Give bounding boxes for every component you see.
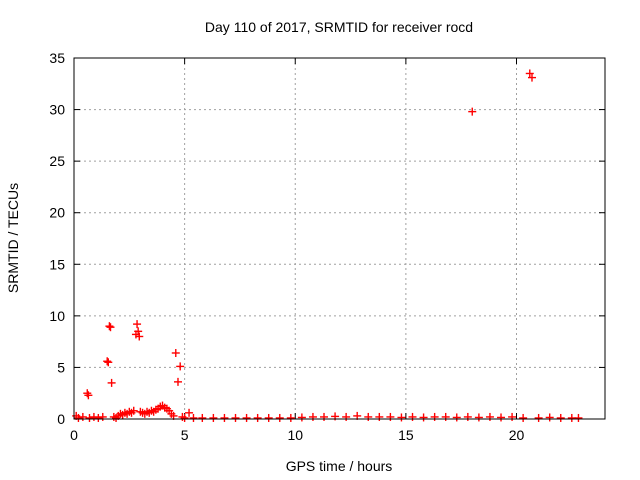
data-point bbox=[463, 412, 472, 421]
data-point bbox=[525, 69, 534, 78]
data-point bbox=[441, 412, 450, 421]
data-point bbox=[574, 413, 583, 422]
chart-title: Day 110 of 2017, SRMTID for receiver roc… bbox=[205, 19, 473, 35]
x-tick-label: 10 bbox=[287, 427, 303, 443]
data-point bbox=[94, 413, 103, 422]
data-point bbox=[135, 332, 144, 341]
data-point bbox=[286, 413, 295, 422]
data-point bbox=[408, 412, 417, 421]
data-point bbox=[105, 322, 114, 331]
y-tick-label: 0 bbox=[57, 411, 65, 427]
x-axis-label: GPS time / hours bbox=[286, 458, 393, 474]
data-point bbox=[556, 413, 565, 422]
data-point bbox=[129, 406, 138, 415]
data-point bbox=[242, 413, 251, 422]
x-tick-label: 5 bbox=[181, 427, 189, 443]
data-point bbox=[452, 413, 461, 422]
data-point bbox=[185, 408, 194, 417]
data-point bbox=[519, 413, 528, 422]
data-point bbox=[176, 362, 185, 371]
data-point bbox=[189, 413, 198, 422]
y-tick-label: 20 bbox=[49, 205, 65, 221]
grid bbox=[74, 58, 605, 419]
data-point bbox=[419, 413, 428, 422]
data-point bbox=[83, 389, 92, 398]
data-point bbox=[497, 413, 506, 422]
x-tick-label: 0 bbox=[70, 427, 78, 443]
data-point bbox=[342, 412, 351, 421]
data-point bbox=[231, 413, 240, 422]
data-point bbox=[545, 413, 554, 422]
data-point bbox=[98, 412, 107, 421]
data-point bbox=[468, 107, 477, 116]
data-point bbox=[220, 413, 229, 422]
data-point bbox=[386, 412, 395, 421]
data-point bbox=[253, 413, 262, 422]
data-point bbox=[375, 412, 384, 421]
data-points bbox=[72, 69, 583, 422]
data-point bbox=[107, 378, 116, 387]
data-point bbox=[84, 391, 93, 400]
data-point bbox=[85, 413, 94, 422]
data-point bbox=[474, 413, 483, 422]
y-tick-label: 10 bbox=[49, 308, 65, 324]
data-point bbox=[173, 377, 182, 386]
plot-frame bbox=[73, 57, 606, 420]
y-tick-label: 25 bbox=[49, 153, 65, 169]
data-point bbox=[527, 73, 536, 82]
data-point bbox=[264, 413, 273, 422]
y-tick-label: 15 bbox=[49, 256, 65, 272]
data-point bbox=[89, 412, 98, 421]
data-point bbox=[320, 412, 329, 421]
data-point bbox=[364, 412, 373, 421]
data-point bbox=[508, 412, 517, 421]
data-point bbox=[74, 413, 83, 422]
data-point bbox=[133, 320, 142, 329]
data-point bbox=[397, 413, 406, 422]
data-point bbox=[180, 413, 189, 422]
data-point bbox=[308, 412, 317, 421]
data-point bbox=[171, 348, 180, 357]
x-tick-label: 20 bbox=[509, 427, 525, 443]
data-point bbox=[78, 412, 87, 421]
data-point bbox=[485, 412, 494, 421]
data-point bbox=[430, 412, 439, 421]
y-axis-label: SRMTID / TECUs bbox=[5, 183, 21, 293]
data-point bbox=[104, 358, 113, 367]
y-tick-label: 30 bbox=[49, 102, 65, 118]
data-point bbox=[106, 323, 115, 332]
data-point bbox=[209, 413, 218, 422]
x-tick-label: 15 bbox=[398, 427, 414, 443]
data-point bbox=[134, 327, 143, 336]
data-point bbox=[275, 413, 284, 422]
data-point bbox=[103, 357, 112, 366]
data-point bbox=[534, 413, 543, 422]
y-tick-label: 5 bbox=[57, 359, 65, 375]
data-point bbox=[297, 413, 306, 422]
data-point bbox=[198, 413, 207, 422]
ticks: 0 5 10 15 20 0 5 10 15 20 25 30 35 bbox=[49, 50, 605, 443]
y-tick-label: 35 bbox=[49, 50, 65, 66]
